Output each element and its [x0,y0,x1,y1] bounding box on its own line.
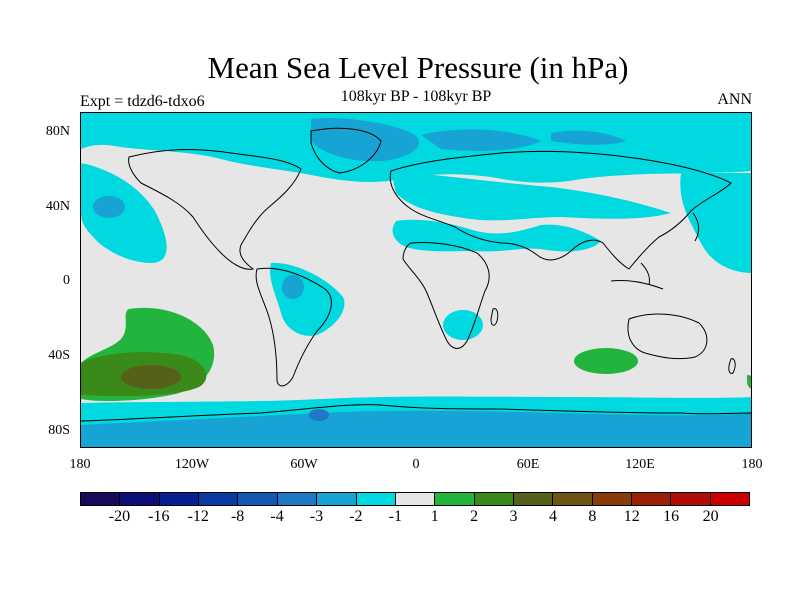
y-label-40s: 40S [48,348,70,363]
colorbar-swatch [632,493,672,505]
mideast-cyan [392,219,601,252]
coastlines [81,127,751,422]
colorbar [80,492,750,506]
colorbar-swatch [395,493,436,505]
samerica-blue [282,275,304,299]
arctic-blue-patch-1 [311,117,420,162]
colorbar-swatch [277,493,318,505]
colorbar-swatch [120,493,160,505]
y-label-0: 0 [63,273,70,288]
y-label-40n: 40N [45,199,70,214]
arctic-blue-patch-3 [551,130,626,145]
arctic-blue-patch-2 [421,129,541,151]
y-label-80s: 80S [48,423,70,438]
samerica-cyan [270,262,345,336]
colorbar-label: 3 [509,508,518,525]
season-label: ANN [717,91,752,108]
colorbar-label: -1 [388,508,402,525]
colorbar-label: 12 [623,508,640,525]
x-label-0: 0 [412,457,420,472]
colorbar-swatch [238,493,278,505]
colorbar-label: 16 [663,508,680,525]
chart-title: Mean Sea Level Pressure (in hPa) [207,50,629,85]
colorbar-label: -20 [108,508,131,525]
colorbar-label: -4 [270,508,284,525]
map-canvas [81,113,751,447]
colorbar-swatch [553,493,593,505]
colorbar-swatch [592,493,633,505]
colorbar-swatch [710,493,750,505]
colorbar-label: 2 [470,508,479,525]
x-label-180w: 180 [69,457,91,472]
colorbar-label: -16 [148,508,170,525]
colorbar-swatch [159,493,200,505]
safrica-cyan [443,310,483,340]
colorbar-swatch [356,493,396,505]
colorbar-label: 1 [430,508,439,525]
colorbar-swatch [474,493,514,505]
x-label-60w: 60W [290,457,318,472]
spacific-olive [121,365,181,389]
southern-darkblue [309,409,329,421]
colorbar-label: 4 [548,508,557,525]
npacific-cyan [81,163,167,263]
colorbar-swatch [513,493,554,505]
colorbar-swatch [671,493,711,505]
chart-subtitle: 108kyr BP - 108kyr BP [340,88,492,105]
east-edge-green [747,375,751,389]
eurasia-cyan [391,171,671,221]
indian-ocean-green [574,348,638,374]
npacific-blue [93,196,125,218]
southern-blue [81,410,751,447]
colorbar-label: -2 [349,508,363,525]
colorbar-label: 20 [702,508,719,525]
npacific-cyan-east [680,173,751,273]
pressure-anomaly-map [80,112,752,448]
colorbar-swatch [435,493,475,505]
colorbar-label: -12 [187,508,209,525]
colorbar-swatch [81,493,121,505]
colorbar-swatch [199,493,239,505]
x-label-60e: 60E [516,457,540,472]
y-label-80n: 80N [45,124,70,139]
colorbar-swatch [317,493,357,505]
x-label-120w: 120W [174,457,210,472]
colorbar-label: -8 [230,508,245,525]
colorbar-label: -3 [309,508,324,525]
colorbar-label: 8 [588,508,597,525]
x-label-180e: 180 [741,457,763,472]
x-label-120e: 120E [625,457,655,472]
experiment-label: Expt = tdzd6-tdxo6 [80,93,205,110]
